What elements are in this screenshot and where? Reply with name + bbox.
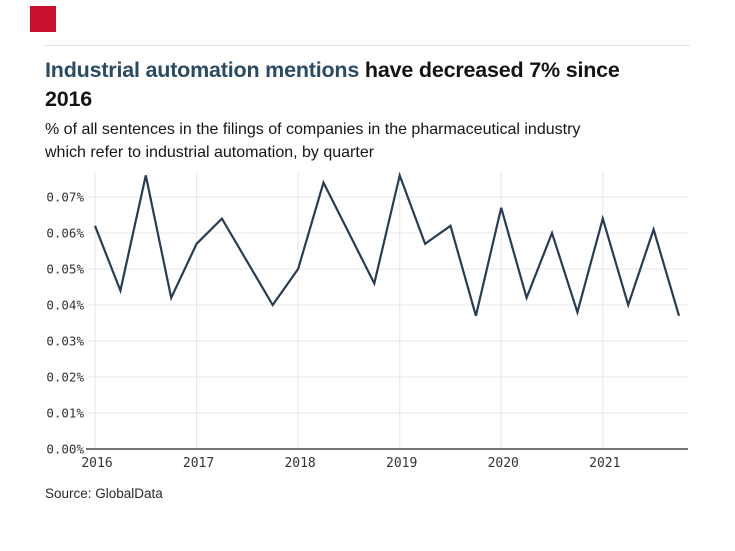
y-axis-tick-label: 0.07% — [46, 190, 84, 205]
y-axis-tick-label: 0.00% — [46, 442, 84, 457]
x-axis-tick-label: 2017 — [183, 456, 214, 471]
header-divider — [45, 45, 690, 46]
chart-title-rest: have decreased 7% since — [359, 58, 620, 82]
source-attribution: Source: GlobalData — [45, 486, 163, 501]
x-axis-tick-label: 2020 — [488, 456, 519, 471]
chart-title-line2: 2016 — [45, 87, 93, 111]
y-axis-tick-label: 0.05% — [46, 262, 84, 277]
x-axis-tick-label: 2021 — [589, 456, 620, 471]
y-axis-tick-label: 0.02% — [46, 370, 84, 385]
y-axis-tick-label: 0.06% — [46, 226, 84, 241]
y-axis-tick-label: 0.04% — [46, 298, 84, 313]
x-axis-tick-label: 2016 — [81, 456, 112, 471]
data-series-line — [93, 171, 681, 317]
x-axis-tick-label: 2019 — [386, 456, 417, 471]
y-axis-tick-label: 0.03% — [46, 334, 84, 349]
chart-subtitle-line1: % of all sentences in the filings of com… — [45, 121, 581, 138]
chart-subtitle-line2: which refer to industrial automation, by… — [45, 144, 375, 161]
globaldata-logo — [30, 6, 56, 32]
chart-title-highlight: Industrial automation mentions — [45, 58, 360, 82]
chart-subtitle: % of all sentences in the filings of com… — [45, 118, 705, 164]
chart-title: Industrial automation mentions have decr… — [45, 56, 705, 114]
x-axis-tick-label: 2018 — [284, 456, 315, 471]
y-axis-tick-label: 0.01% — [46, 406, 84, 421]
